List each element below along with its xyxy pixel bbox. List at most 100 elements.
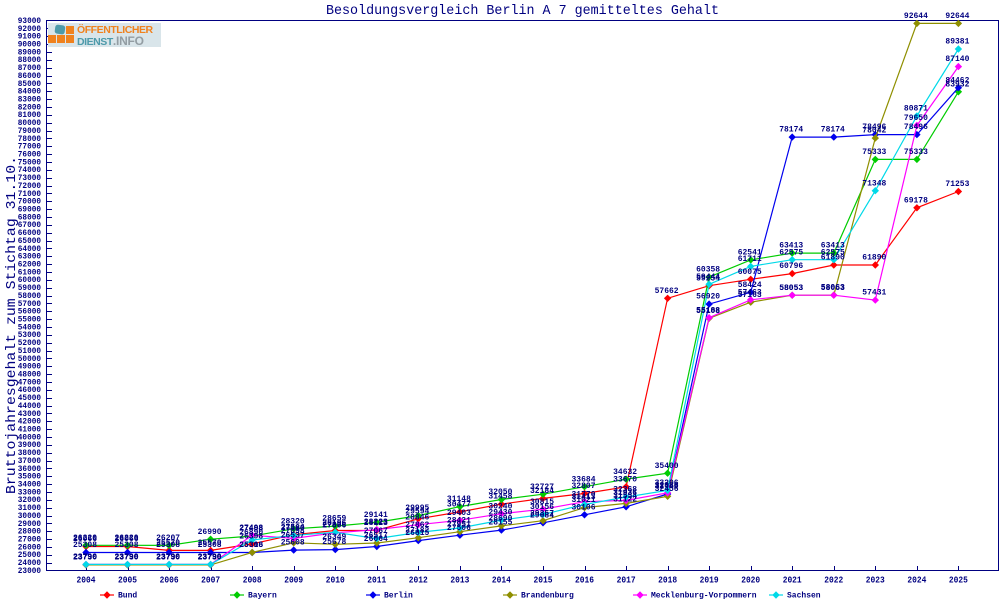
svg-text:23790: 23790: [73, 553, 97, 562]
svg-text:78174: 78174: [779, 126, 803, 135]
svg-text:60075: 60075: [738, 268, 762, 277]
svg-text:93000: 93000: [18, 17, 41, 26]
svg-text:27862: 27862: [405, 521, 429, 530]
svg-text:25316: 25316: [239, 541, 263, 550]
svg-text:28421: 28421: [447, 517, 471, 526]
svg-text:30156: 30156: [530, 503, 554, 512]
svg-text:29141: 29141: [364, 511, 388, 520]
svg-text:46000: 46000: [18, 386, 41, 395]
svg-text:26890: 26890: [239, 529, 263, 538]
svg-text:57463: 57463: [738, 288, 762, 297]
svg-text:32888: 32888: [655, 482, 679, 491]
svg-text:23790: 23790: [198, 553, 222, 562]
svg-text:31122: 31122: [613, 495, 637, 504]
svg-text:60796: 60796: [779, 262, 803, 271]
svg-text:33206: 33206: [655, 479, 679, 488]
svg-text:51000: 51000: [18, 347, 41, 356]
svg-text:91000: 91000: [18, 33, 41, 42]
svg-text:87000: 87000: [18, 64, 41, 73]
svg-text:23790: 23790: [156, 553, 180, 562]
svg-text:56920: 56920: [696, 293, 720, 302]
svg-text:37000: 37000: [18, 457, 41, 466]
svg-text:64000: 64000: [18, 245, 41, 254]
svg-text:Bund: Bund: [118, 592, 137, 600]
svg-text:62575: 62575: [821, 248, 845, 257]
svg-text:27876: 27876: [322, 521, 346, 530]
svg-text:63413: 63413: [779, 242, 803, 251]
svg-text:71348: 71348: [862, 179, 886, 188]
svg-text:58053: 58053: [779, 284, 803, 293]
svg-text:29430: 29430: [488, 509, 512, 518]
svg-text:31413: 31413: [572, 493, 596, 502]
svg-text:34632: 34632: [613, 468, 637, 477]
svg-text:30240: 30240: [488, 502, 512, 511]
svg-text:62575: 62575: [779, 248, 803, 257]
svg-text:62000: 62000: [18, 261, 41, 270]
svg-text:26000: 26000: [18, 543, 41, 552]
svg-text:60000: 60000: [18, 276, 41, 285]
svg-text:57000: 57000: [18, 300, 41, 309]
svg-text:25308: 25308: [115, 541, 139, 550]
svg-text:34000: 34000: [18, 481, 41, 490]
svg-text:28106: 28106: [322, 519, 346, 528]
svg-text:56000: 56000: [18, 308, 41, 317]
svg-text:27951: 27951: [447, 520, 471, 529]
svg-text:27480: 27480: [281, 524, 305, 533]
svg-text:26207: 26207: [156, 534, 180, 543]
svg-text:25570: 25570: [198, 539, 222, 548]
svg-text:57163: 57163: [738, 291, 762, 300]
svg-text:Sachsen: Sachsen: [787, 592, 821, 600]
svg-text:25308: 25308: [73, 541, 97, 550]
svg-text:76000: 76000: [18, 151, 41, 160]
svg-text:32807: 32807: [572, 482, 596, 491]
svg-text:23790: 23790: [198, 553, 222, 562]
svg-text:89381: 89381: [945, 38, 969, 47]
svg-text:29357: 29357: [530, 509, 554, 518]
svg-text:79000: 79000: [18, 127, 41, 136]
svg-text:38000: 38000: [18, 449, 41, 458]
svg-text:2014: 2014: [492, 575, 511, 586]
svg-text:25678: 25678: [322, 538, 346, 547]
svg-text:59000: 59000: [18, 284, 41, 293]
svg-text:89000: 89000: [18, 48, 41, 57]
svg-text:23000: 23000: [18, 567, 41, 576]
svg-text:27098: 27098: [281, 527, 305, 536]
svg-text:25570: 25570: [156, 539, 180, 548]
svg-text:72000: 72000: [18, 182, 41, 191]
svg-text:66000: 66000: [18, 229, 41, 238]
svg-text:2019: 2019: [700, 575, 719, 586]
svg-text:23730: 23730: [73, 554, 97, 563]
svg-text:39000: 39000: [18, 441, 41, 450]
svg-text:28155: 28155: [488, 519, 512, 528]
svg-text:28846: 28846: [405, 513, 429, 522]
svg-text:92644: 92644: [945, 12, 969, 21]
svg-text:27182: 27182: [405, 526, 429, 535]
svg-text:50000: 50000: [18, 355, 41, 364]
svg-text:2008: 2008: [243, 575, 262, 586]
svg-text:61000: 61000: [18, 268, 41, 277]
svg-text:41000: 41000: [18, 426, 41, 435]
svg-text:83932: 83932: [945, 80, 969, 89]
svg-text:33000: 33000: [18, 488, 41, 497]
svg-text:53000: 53000: [18, 331, 41, 340]
svg-text:42000: 42000: [18, 418, 41, 427]
svg-text:26220: 26220: [115, 534, 139, 543]
svg-text:52000: 52000: [18, 339, 41, 348]
svg-text:55108: 55108: [696, 307, 720, 316]
svg-text:88000: 88000: [18, 56, 41, 65]
svg-text:33670: 33670: [613, 475, 637, 484]
svg-text:2020: 2020: [741, 575, 760, 586]
svg-text:73000: 73000: [18, 174, 41, 183]
svg-text:71253: 71253: [945, 180, 969, 189]
svg-text:63413: 63413: [821, 242, 845, 251]
svg-text:2016: 2016: [575, 575, 594, 586]
svg-text:26537: 26537: [281, 531, 305, 540]
svg-text:27564: 27564: [281, 523, 305, 532]
svg-text:85000: 85000: [18, 80, 41, 89]
svg-text:23730: 23730: [198, 554, 222, 563]
svg-text:65000: 65000: [18, 237, 41, 246]
svg-text:31554: 31554: [613, 492, 637, 501]
svg-text:2022: 2022: [824, 575, 843, 586]
svg-text:2012: 2012: [409, 575, 428, 586]
svg-text:58000: 58000: [18, 292, 41, 301]
